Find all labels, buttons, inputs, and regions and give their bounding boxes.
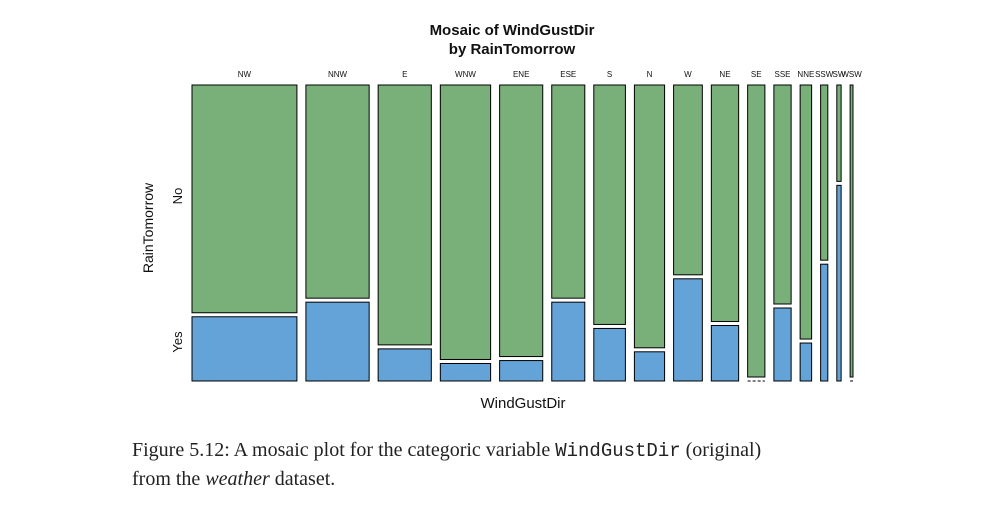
tile-ese-no [551,84,586,299]
category-label-ne: NE [719,70,730,79]
category-label-nw: NW [238,70,252,79]
tile-w-yes [673,278,703,382]
tile-nne-yes [799,342,813,382]
category-label-n: N [647,70,653,79]
category-label-s: S [607,70,612,79]
tile-nnw-yes [305,301,370,382]
category-label-sse: SSE [775,70,791,79]
caption-code: WindGustDir [555,440,681,462]
tile-nw-no [191,84,298,314]
category-label-se: SE [751,70,762,79]
tile-sw-yes [836,184,842,382]
tile-ese-yes [551,301,586,382]
caption-dataset: weather [205,468,270,490]
tile-e-yes [377,348,432,382]
tile-ssw-no [820,84,829,261]
tile-w-no [673,84,703,276]
tile-wnw-no [439,84,492,360]
caption-middle: (original) [680,439,762,461]
mosaic-bars [191,84,854,382]
category-label-w: W [684,70,692,79]
row-label-yes: Yes [170,331,185,353]
tile-ne-no [710,84,740,323]
tile-s-no [593,84,626,325]
tile-ne-yes [710,325,740,382]
row-label-no: No [170,188,185,205]
tile-e-no [377,84,432,346]
tile-sw-no [836,84,842,182]
tile-ene-no [499,84,544,358]
x-axis-label: WindGustDir [480,395,565,412]
tile-s-yes [593,327,626,382]
tile-ssw-yes [820,263,829,382]
figure-caption: Figure 5.12: A mosaic plot for the categ… [132,436,892,493]
category-label-nnw: NNW [328,70,348,79]
tile-sse-yes [773,307,792,382]
chart-title-line2: by RainTomorrow [449,41,576,58]
tile-ene-yes [499,360,544,382]
tile-nne-no [799,84,813,340]
tile-nnw-no [305,84,370,299]
category-label-wsw: WSW [841,70,862,79]
tile-sse-no [773,84,792,305]
tile-se-no [747,84,766,378]
category-label-nne: NNE [797,70,814,79]
category-label-ene: ENE [513,70,529,79]
y-axis-label: RainTomorrow [140,182,156,273]
category-label-wnw: WNW [455,70,476,79]
caption-prefix: Figure 5.12: A mosaic plot for the categ… [132,439,556,461]
tile-wsw-no [849,84,854,378]
category-label-sw: SW [833,70,846,79]
chart-title-line1: Mosaic of WindGustDir [430,22,595,39]
caption-line2-start: from the [132,468,206,490]
category-label-ese: ESE [560,70,576,79]
caption-line2-end: dataset. [269,468,336,490]
tile-nw-yes [191,316,298,382]
category-label-e: E [402,70,407,79]
tile-wnw-yes [439,362,492,382]
tile-n-no [633,84,666,349]
category-label-ssw: SSW [815,70,834,79]
tile-n-yes [633,351,666,382]
